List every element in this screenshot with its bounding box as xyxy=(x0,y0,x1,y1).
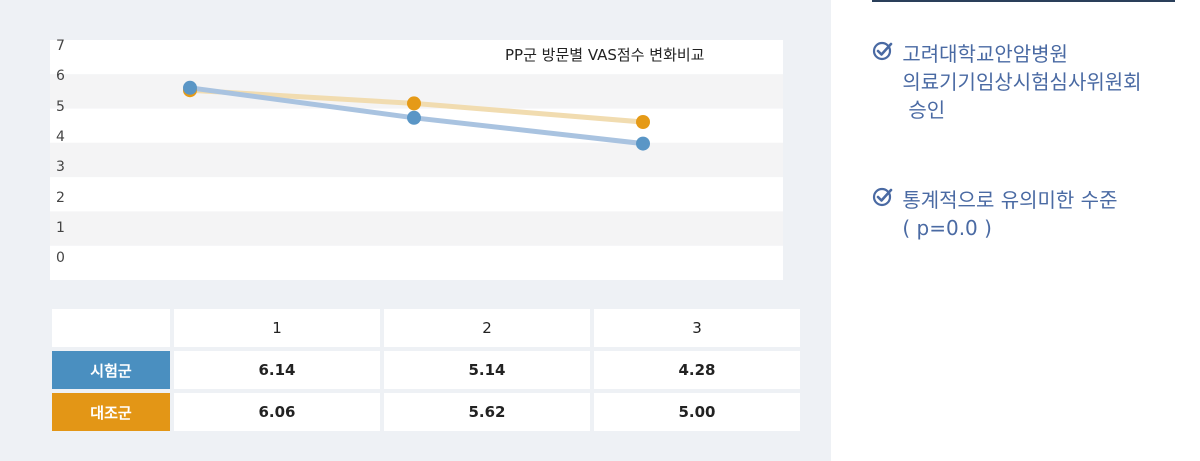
table-cell: 5.62 xyxy=(384,393,590,431)
table-cell: 6.14 xyxy=(174,351,380,389)
grid-band xyxy=(50,211,783,246)
table-cell: 4.28 xyxy=(594,351,800,389)
top-divider xyxy=(872,0,1175,2)
table-cell: 6.06 xyxy=(174,393,380,431)
note-approval: 고려대학교안암병원 의료기기임상시험심사위원회 승인 xyxy=(872,40,1142,124)
table-header-cell: 3 xyxy=(594,309,800,347)
note-line: 승인 xyxy=(908,98,946,122)
y-tick-label: 5 xyxy=(56,98,65,115)
data-table: 1 2 3 시험군 6.14 5.14 4.28 대조군 6.06 5.62 5… xyxy=(48,305,804,435)
chart-title: PP군 방문별 VAS점수 변화비교 xyxy=(505,46,705,64)
data-point-test xyxy=(636,136,650,151)
data-point-test xyxy=(407,110,421,125)
table-row: 대조군 6.06 5.62 5.00 xyxy=(52,393,800,431)
check-circle-icon xyxy=(872,186,896,215)
grid-band xyxy=(50,40,783,75)
grid-band xyxy=(50,142,783,178)
data-point-control xyxy=(636,115,650,129)
note-line: 의료기기임상시험심사위원회 xyxy=(902,70,1142,94)
y-tick-label: 0 xyxy=(56,250,65,267)
table-header-row: 1 2 3 xyxy=(52,309,800,347)
data-point-control xyxy=(407,96,421,111)
check-circle-icon xyxy=(872,40,896,69)
note-significance: 통계적으로 유의미한 수준 ( p=0.0 ) xyxy=(872,186,1117,242)
grid-band xyxy=(50,245,783,280)
table-cell: 5.00 xyxy=(594,393,800,431)
row-label-test: 시험군 xyxy=(52,351,170,389)
y-tick-label: 1 xyxy=(56,219,65,236)
line-chart xyxy=(50,40,783,280)
y-tick-label: 3 xyxy=(56,159,65,176)
note-line: 통계적으로 유의미한 수준 xyxy=(902,188,1118,212)
table-row: 시험군 6.14 5.14 4.28 xyxy=(52,351,800,389)
grid-band xyxy=(50,177,783,212)
table-header-cell: 2 xyxy=(384,309,590,347)
y-tick-label: 6 xyxy=(56,68,65,85)
y-tick-label: 4 xyxy=(56,128,65,145)
y-tick-label: 2 xyxy=(56,189,65,206)
row-label-control: 대조군 xyxy=(52,393,170,431)
data-point-test xyxy=(183,80,197,95)
note-line: ( p=0.0 ) xyxy=(902,216,992,240)
y-tick-label: 7 xyxy=(56,38,65,54)
table-header-cell: 1 xyxy=(174,309,380,347)
table-cell: 5.14 xyxy=(384,351,590,389)
table-corner-cell xyxy=(52,309,170,347)
note-line: 고려대학교안암병원 xyxy=(902,42,1068,66)
